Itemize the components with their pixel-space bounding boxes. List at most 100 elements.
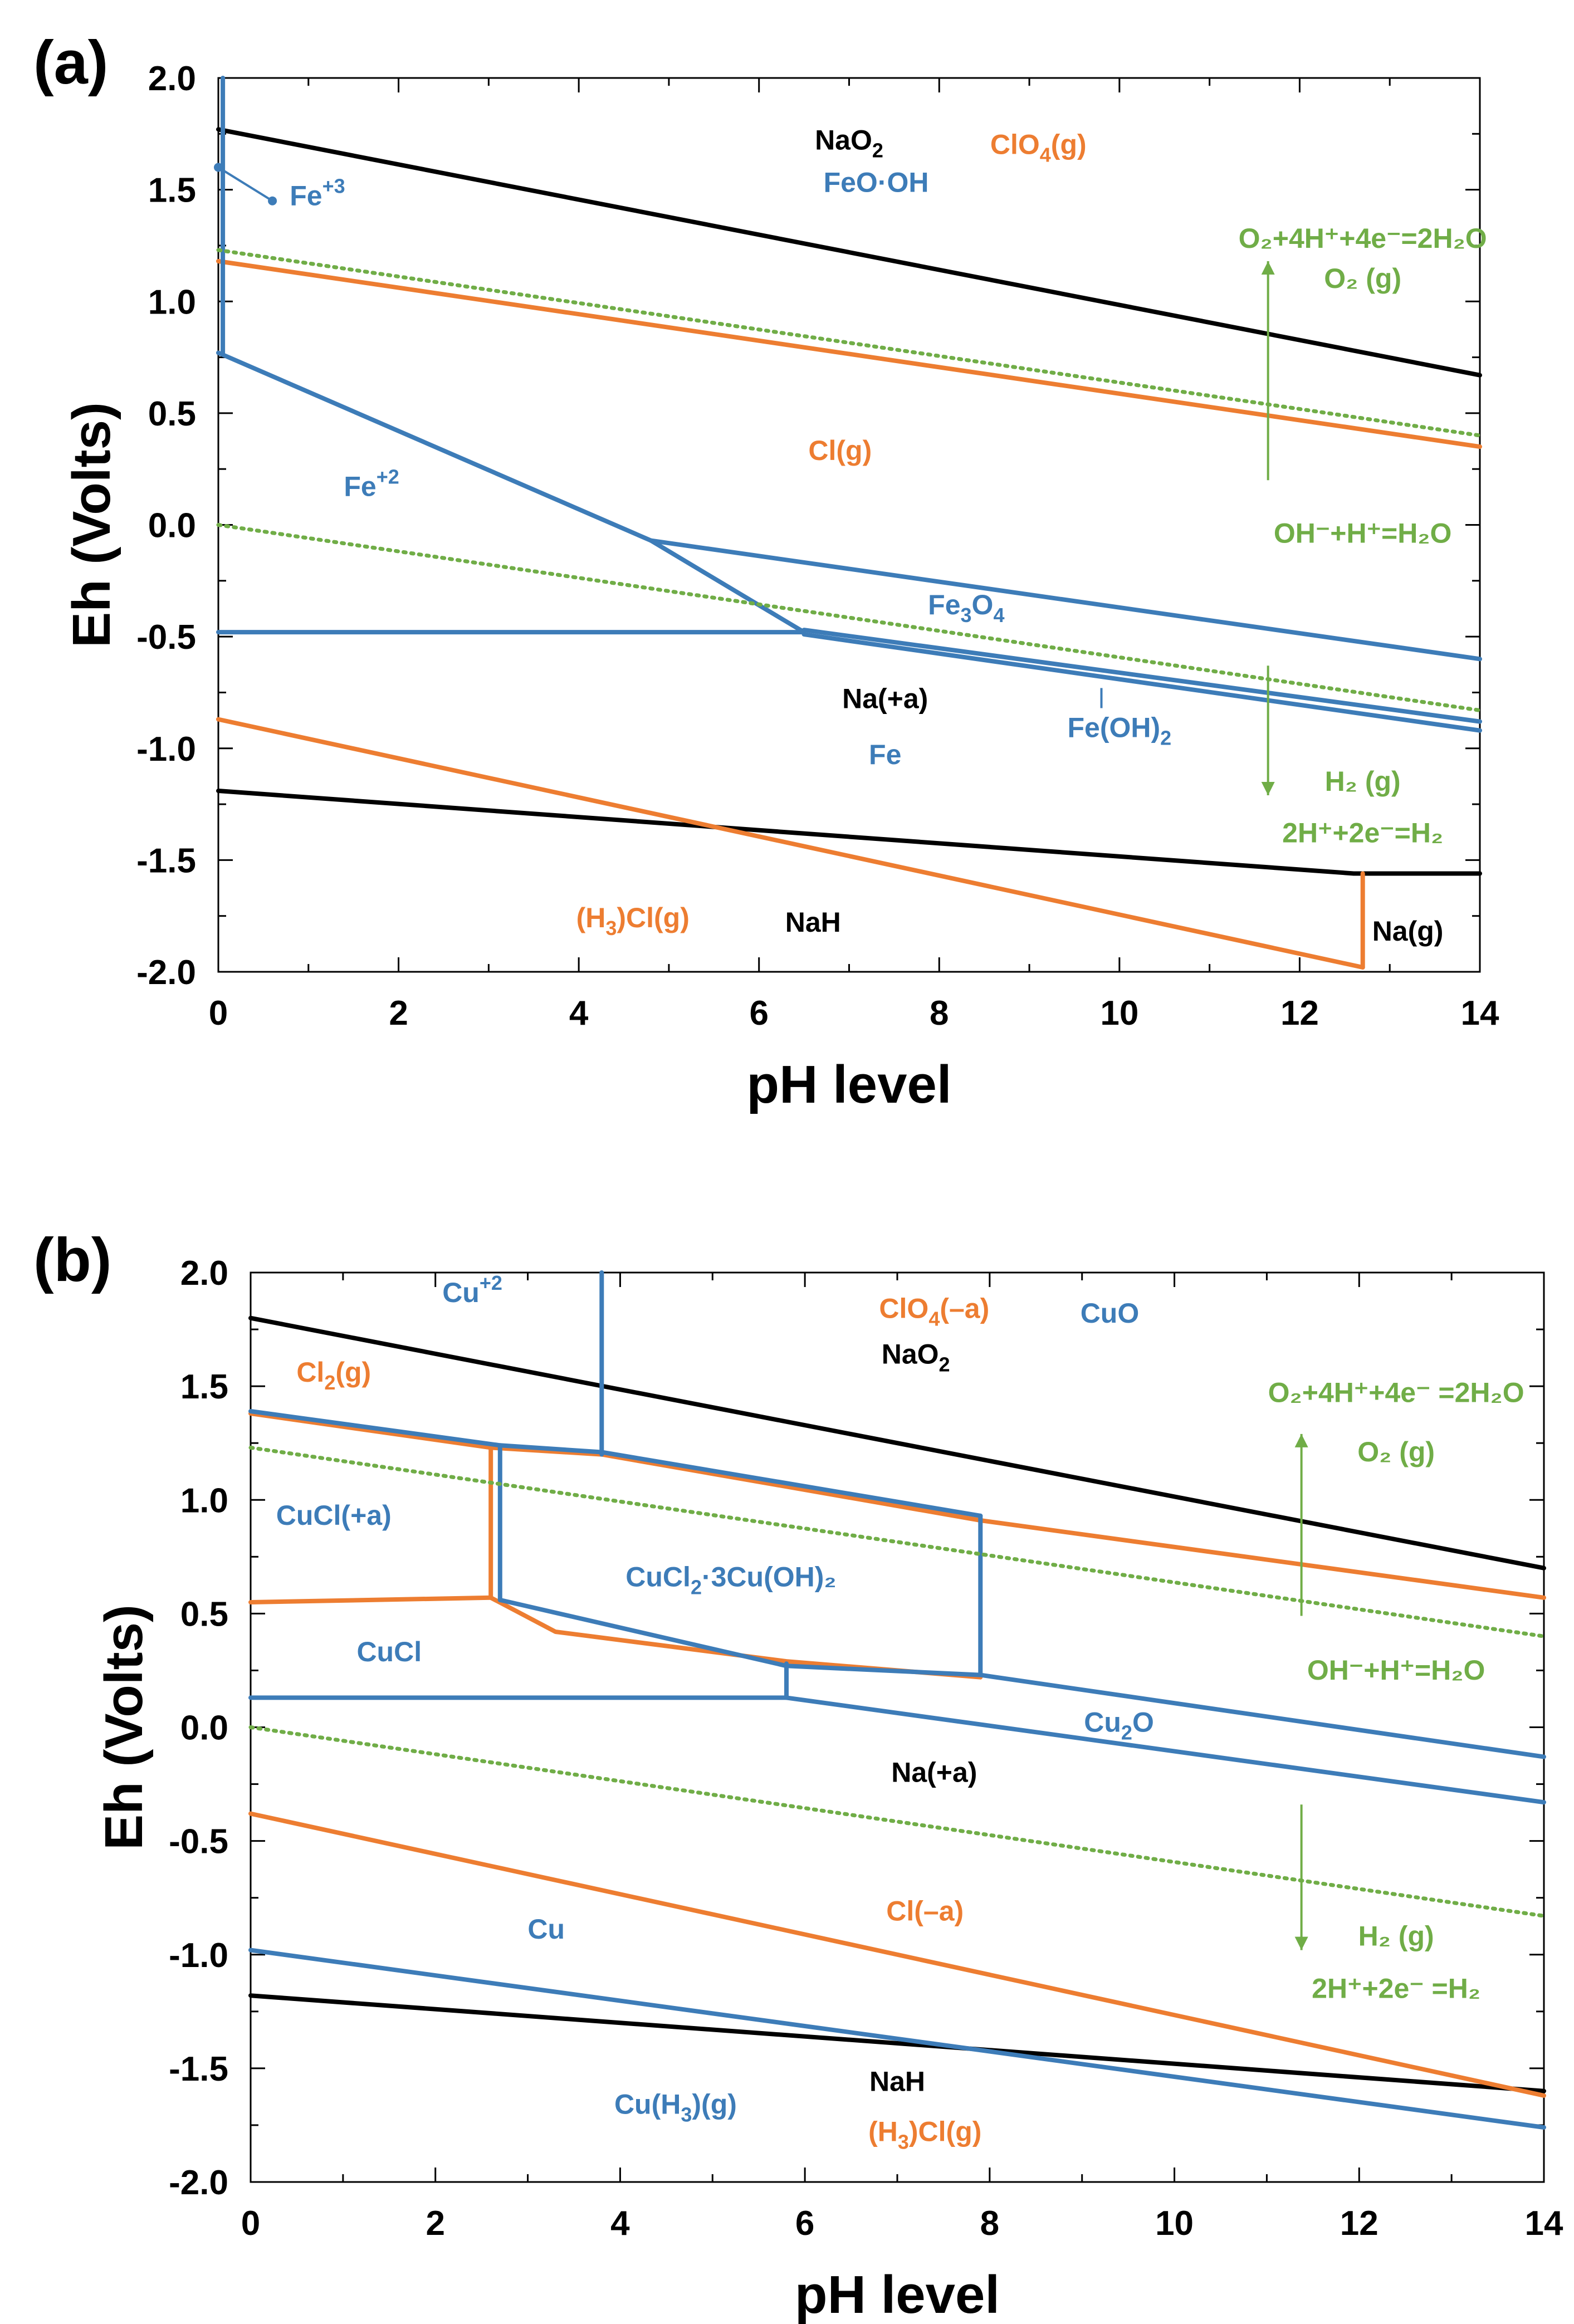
region-label: CuCl	[356, 1636, 422, 1667]
x-tick-label: 0	[209, 994, 228, 1033]
region-label: Cu+2	[442, 1271, 502, 1308]
y-tick-label: -1.5	[136, 841, 196, 880]
y-tick-label: -0.5	[169, 1823, 228, 1861]
x-tick-label: 6	[749, 994, 768, 1033]
fe3-pointer-dot	[214, 163, 223, 172]
series-line-na	[248, 1315, 1546, 1570]
y-tick-label: 2.0	[180, 1254, 228, 1293]
series-line-cl	[248, 1811, 1546, 2098]
x-axis-label: pH level	[746, 1055, 951, 1114]
region-label: Fe3O4	[928, 589, 1004, 627]
y-tick-label: -2.0	[136, 953, 196, 992]
y-tick-label: 1.5	[148, 172, 196, 210]
water-label: 2H⁺+2e⁻ =H₂	[1312, 1973, 1480, 2004]
x-tick-label: 4	[569, 994, 589, 1033]
chart-panel-a: (a) 0 2 4 6 8 10 12 14 -2.0 -1.5 -1.0 -0.5 0.0 0.5 1.0 1…	[33, 28, 1499, 1114]
x-tick-label: 14	[1525, 2204, 1563, 2243]
series-line-water	[216, 523, 1482, 712]
series-line-cl	[216, 717, 1365, 970]
x-tick-label: 14	[1461, 994, 1499, 1033]
fe3-pointer-dot	[268, 196, 277, 206]
panel-label: (b)	[33, 1226, 111, 1294]
region-label: CuCl2·3Cu(OH)₂	[625, 1561, 836, 1598]
y-tick-label: 1.0	[148, 283, 196, 321]
region-label: Cl(–a)	[886, 1896, 964, 1927]
region-label: Cu(H3)(g)	[614, 2089, 737, 2126]
y-tick-label: -1.0	[169, 1936, 228, 1975]
region-label: (H3)Cl(g)	[868, 2116, 981, 2154]
region-label: Fe+2	[344, 465, 399, 502]
series-line-cl	[488, 1595, 983, 1680]
region-label: (H3)Cl(g)	[576, 902, 690, 940]
fe3-pointer	[217, 166, 273, 202]
y-tick-label: 2.0	[148, 60, 196, 98]
region-label: NaO2	[882, 1338, 950, 1376]
water-label: H₂ (g)	[1358, 1920, 1434, 1951]
water-arrow-head	[1261, 782, 1275, 796]
series-line-fe	[801, 632, 1482, 733]
series-line-cu	[784, 1695, 1546, 1805]
x-tick-label: 12	[1280, 994, 1319, 1033]
region-label: Na(g)	[1372, 916, 1444, 947]
series-line-cu	[248, 1661, 789, 1700]
series-line-cu	[497, 1597, 983, 1677]
y-tick-label: -2.0	[169, 2164, 228, 2202]
region-label: NaH	[785, 907, 841, 938]
y-tick-label: -0.5	[136, 618, 196, 657]
water-label: O₂+4H⁺+4e⁻ =2H₂O	[1268, 1377, 1524, 1408]
y-tick-label: 0.5	[148, 395, 196, 433]
y-tick-label: -1.0	[136, 730, 196, 769]
series-line-water	[248, 1725, 1546, 1918]
x-tick-label: 8	[980, 2204, 999, 2243]
panel-label: (a)	[33, 28, 108, 97]
x-tick-label: 0	[241, 2204, 260, 2243]
water-label: 2H⁺+2e⁻=H₂	[1282, 817, 1443, 848]
series-line-cu	[248, 1948, 1546, 2130]
series-line-fe	[216, 350, 806, 635]
region-label: ClO4(–a)	[879, 1293, 989, 1330]
water-label: O₂ (g)	[1324, 263, 1401, 294]
y-tick-label: 0.0	[180, 1709, 228, 1748]
region-label: Cl2(g)	[296, 1357, 371, 1394]
region-label: Fe+3	[290, 175, 345, 212]
series-line-na	[216, 127, 1482, 378]
water-label: O₂ (g)	[1357, 1436, 1435, 1467]
region-label: Na(+a)	[842, 683, 928, 715]
y-tick-label: 1.0	[180, 1481, 228, 1520]
y-axis-label: Eh (Volts)	[94, 1604, 154, 1850]
x-tick-label: 10	[1155, 2204, 1194, 2243]
y-tick-label: 0.0	[148, 507, 196, 545]
region-label: Cu	[527, 1914, 565, 1945]
water-label: H₂ (g)	[1325, 766, 1401, 797]
water-label: O₂+4H⁺+4e⁻=2H₂O	[1239, 223, 1487, 254]
x-tick-label: 4	[610, 2204, 630, 2243]
region-label: Cu2O	[1084, 1707, 1154, 1744]
region-label: CuO	[1081, 1298, 1140, 1329]
series-line-water	[216, 248, 1482, 438]
series-line-cl	[216, 259, 1482, 449]
water-arrow-head	[1294, 1433, 1308, 1447]
region-label: FeO·OH	[824, 167, 929, 198]
region-label: CuCl(+a)	[276, 1500, 392, 1531]
series-line-fe	[801, 628, 1482, 724]
series-line-water	[248, 1445, 1546, 1638]
series-line-na	[248, 1993, 1546, 2093]
x-tick-label: 2	[426, 2204, 444, 2243]
chart-panel-b: (b) 0 2 4 6 8 10 12 14 -2.0 -1.5 -1.0 -0.5 0.0 0.5 1.0 1…	[33, 1226, 1563, 2324]
x-tick-label: 12	[1340, 2204, 1379, 2243]
water-arrow-head	[1294, 1936, 1308, 1950]
series-line-na	[216, 789, 1482, 876]
water-arrow-head	[1261, 261, 1275, 275]
y-axis-label: Eh (Volts)	[62, 402, 121, 648]
y-tick-label: -1.5	[169, 2050, 228, 2088]
region-label: Na(+a)	[891, 1757, 977, 1788]
x-tick-label: 2	[389, 994, 408, 1033]
region-label: NaH	[869, 2066, 925, 2097]
series-line-cl	[248, 1595, 493, 1604]
y-tick-label: 1.5	[180, 1368, 228, 1406]
x-axis-label: pH level	[795, 2265, 1000, 2324]
region-label: Fe	[869, 739, 901, 770]
x-tick-label: 6	[795, 2204, 814, 2243]
y-tick-label: 0.5	[180, 1595, 228, 1633]
